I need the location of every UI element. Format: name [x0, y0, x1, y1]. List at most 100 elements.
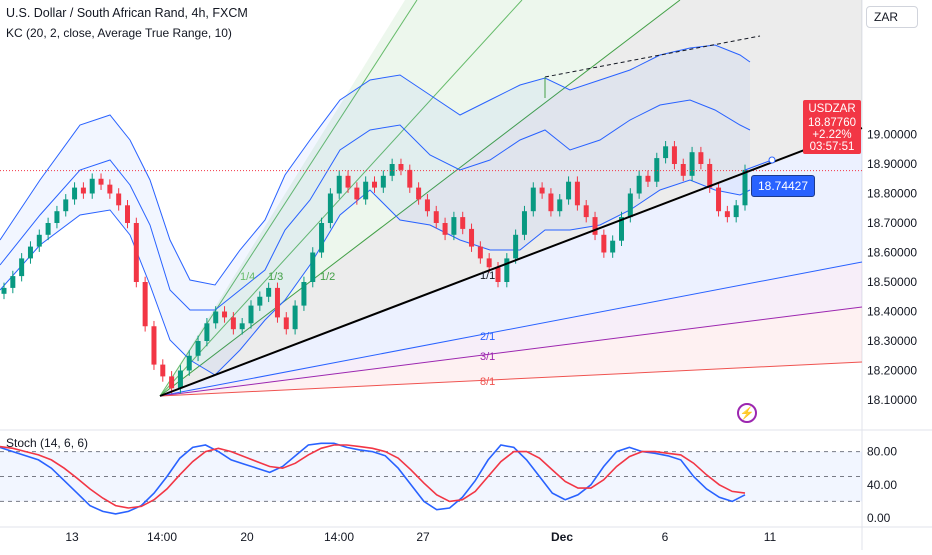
price-tick-label: 18.80000	[867, 187, 917, 201]
candle-body	[133, 223, 139, 282]
candle-body	[619, 217, 624, 241]
candle-body	[213, 311, 219, 324]
candle-body	[292, 305, 298, 330]
price-badge-price: 18.87760	[808, 117, 856, 129]
fan-label: 2/1	[480, 331, 495, 343]
price-tick-label: 18.50000	[867, 275, 917, 289]
candle-body	[698, 152, 704, 164]
trendline-anchor	[744, 159, 773, 171]
price-tick-label: 18.70000	[867, 216, 917, 230]
candle-body	[283, 317, 289, 330]
price-tick-label: 18.60000	[867, 246, 917, 260]
candle-body	[116, 193, 122, 206]
keltner-middle	[0, 99, 751, 311]
fan-line-2-1	[159, 261, 863, 397]
candle-body	[151, 326, 157, 365]
candle-body	[372, 181, 377, 188]
candle-body	[1, 287, 7, 294]
fan-label: 3/1	[480, 351, 495, 363]
candle-body	[248, 305, 254, 324]
candle-body	[504, 258, 510, 282]
candle-body	[274, 287, 280, 318]
candle-body	[416, 187, 422, 200]
candle-body	[186, 355, 192, 371]
candle-body	[654, 158, 660, 182]
candle-body	[407, 169, 413, 188]
candle-body	[539, 187, 545, 194]
candle-body	[733, 205, 739, 218]
time-tick-label: 14:00	[147, 530, 177, 544]
candle-body	[239, 323, 245, 330]
candle-body	[486, 258, 492, 268]
candle-body	[574, 181, 580, 206]
time-tick-label: 14:00	[324, 530, 354, 544]
price-tick-label: 18.90000	[867, 157, 917, 171]
candle-body	[125, 205, 130, 223]
candle-body	[177, 370, 183, 389]
candle-body	[680, 164, 686, 176]
fan-label: 1/2	[320, 271, 335, 283]
chart-title: U.S. Dollar / South African Rand, 4h, FX…	[6, 6, 248, 20]
candle-body	[742, 169, 748, 206]
fan-line-8-1	[159, 361, 863, 397]
keltner-lower	[0, 179, 751, 376]
fan-label: 1/4	[240, 271, 255, 283]
candle-body	[230, 317, 236, 330]
lightning-icon[interactable]: ⚡	[737, 403, 757, 423]
fan-line-1-4	[159, 0, 418, 397]
candle-body	[10, 276, 16, 288]
price-badge-countdown: 03:57:51	[809, 141, 855, 153]
candle-body	[451, 217, 457, 235]
stoch-tick-label: 80.00	[867, 445, 897, 459]
stoch-k-line	[0, 442, 746, 515]
candle-body	[424, 199, 430, 212]
candle-body	[689, 152, 695, 176]
candle-body	[204, 323, 210, 341]
trendline-price-label[interactable]: 18.74427	[751, 175, 815, 197]
candle-body	[27, 246, 33, 259]
keltner-upper	[0, 44, 751, 286]
fan-fill-grey	[160, 0, 862, 396]
candle-body	[636, 175, 642, 194]
candle-body	[521, 211, 527, 235]
price-badge-change: +2.22%	[812, 129, 852, 141]
candle-body	[548, 193, 554, 212]
candle-body	[610, 240, 616, 253]
candle-body	[80, 187, 86, 194]
currency-selector[interactable]: ZAR	[866, 6, 918, 28]
candle-body	[557, 199, 563, 212]
fan-line-1-3	[159, 0, 523, 397]
candle-body	[63, 199, 69, 212]
candle-body	[495, 267, 501, 282]
stoch-band-fill	[0, 451, 862, 502]
candle-body	[716, 187, 722, 212]
candle-body	[301, 282, 307, 306]
candle-body	[72, 187, 78, 200]
resistance-dashed-line	[544, 35, 761, 78]
time-tick-label: 20	[240, 530, 254, 544]
ascending-trendline	[159, 127, 863, 397]
candle-body	[345, 175, 351, 188]
price-tick-label: 19.00000	[867, 128, 917, 142]
candle-body	[45, 223, 51, 235]
candle-body	[319, 223, 325, 253]
candle-body	[477, 246, 483, 259]
candle-body	[266, 287, 272, 297]
price-tick-label: 18.10000	[867, 393, 917, 407]
candle-body	[380, 175, 386, 188]
candle-body	[257, 296, 263, 306]
candle-body	[469, 228, 475, 247]
candle-body	[107, 184, 113, 194]
candle-body	[89, 178, 95, 194]
candle-body	[36, 234, 42, 247]
price-badge-symbol: USDZAR	[808, 103, 856, 115]
fan-line-3-1	[159, 306, 863, 397]
candle-body	[195, 341, 201, 356]
fan-label: 1/1	[480, 270, 495, 282]
stoch-tick-label: 0.00	[867, 511, 891, 525]
candle-body	[592, 217, 598, 235]
candle-body	[627, 193, 633, 218]
current-price-badge: USDZAR 18.87760 +2.22% 03:57:51	[803, 100, 861, 154]
